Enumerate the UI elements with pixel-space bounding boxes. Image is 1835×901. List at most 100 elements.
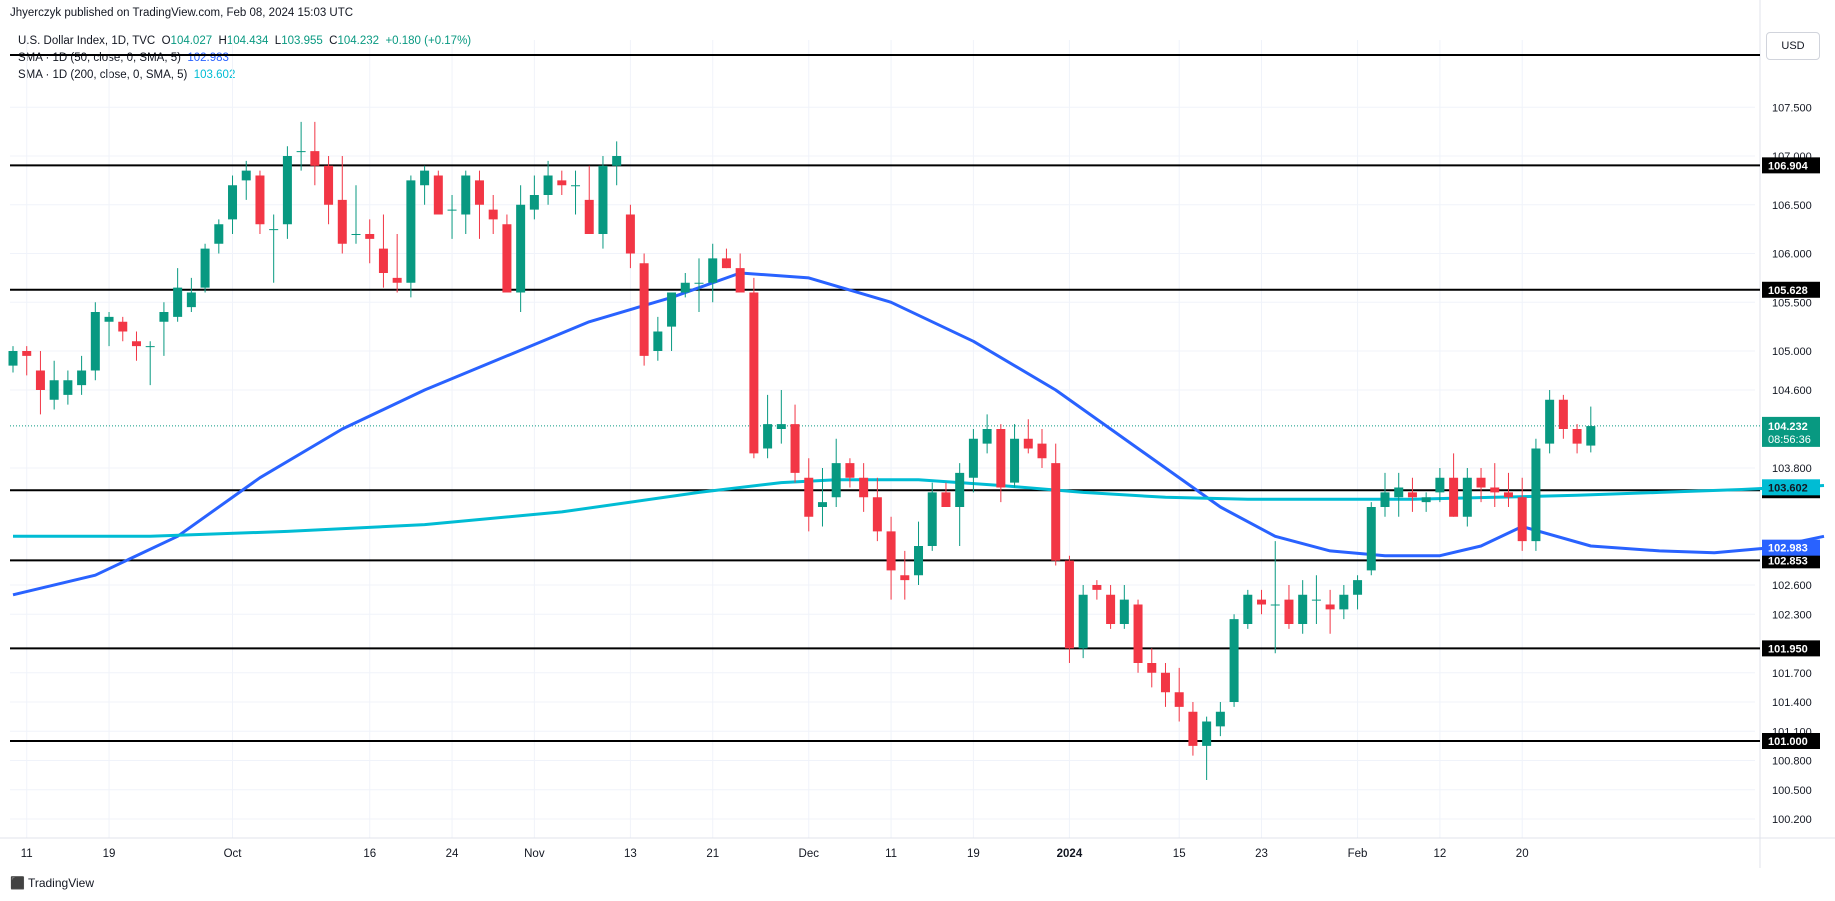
- candle-body: [749, 292, 759, 454]
- candle-body: [255, 175, 265, 225]
- open-label: O: [161, 35, 171, 47]
- x-tick-label: Oct: [224, 848, 243, 860]
- candle-body: [1092, 585, 1102, 590]
- candle-body: [1010, 438, 1020, 483]
- candle-body: [118, 321, 128, 332]
- symbol-name[interactable]: U.S. Dollar Index, 1D, TVC: [18, 35, 156, 47]
- level-price-tag-bg: [1762, 733, 1820, 749]
- candle-body: [1353, 580, 1363, 595]
- candle-body: [1558, 399, 1568, 429]
- candle-body: [831, 463, 841, 498]
- low-value: 103.955: [281, 35, 323, 47]
- candle-body: [433, 175, 443, 215]
- y-tick-label: 100.500: [1772, 785, 1812, 797]
- x-tick-label: 20: [1516, 848, 1529, 860]
- candle-body: [1462, 477, 1472, 517]
- level-price-tag: 106.904: [1768, 160, 1809, 172]
- candle-body: [516, 204, 526, 293]
- brand-footer[interactable]: ⬛ TradingView: [10, 876, 94, 890]
- candle-body: [351, 234, 361, 235]
- candle-body: [735, 268, 745, 293]
- candle-body: [680, 282, 690, 293]
- candle-body: [598, 165, 608, 234]
- y-tick-label: 100.800: [1772, 756, 1812, 768]
- candle-body: [653, 331, 663, 351]
- candle-body: [872, 497, 882, 532]
- level-price-tag-bg: [1762, 552, 1820, 569]
- candle-body: [1147, 663, 1157, 673]
- candle-body: [584, 199, 594, 234]
- level-price-tag: 102.853: [1768, 555, 1808, 567]
- candle-body: [1202, 721, 1212, 746]
- candle-body: [1023, 438, 1033, 449]
- candle-body: [1243, 594, 1253, 624]
- candle-body: [1174, 692, 1184, 707]
- candle-body: [900, 575, 910, 581]
- candle-body: [1188, 711, 1198, 746]
- candle-body: [1545, 399, 1555, 444]
- candle-body: [214, 224, 224, 244]
- sma50-line: [12, 271, 1825, 597]
- level-price-tag: 105.628: [1768, 285, 1808, 297]
- sma200-label: SMA · 1D (200, close, 0, SMA, 5): [18, 69, 188, 81]
- candle-body: [1215, 711, 1225, 727]
- candle-body: [461, 175, 471, 215]
- x-tick-label: Nov: [524, 848, 545, 860]
- candle-body: [914, 546, 924, 576]
- candle-body: [1257, 599, 1267, 605]
- candle-body: [1298, 594, 1308, 624]
- sma200-price-tag: 103.602: [1768, 482, 1808, 494]
- change-value: +0.180 (+0.17%): [385, 35, 472, 47]
- candle-body: [1394, 487, 1404, 498]
- y-tick-label: 101.700: [1772, 668, 1812, 680]
- candle-body: [378, 248, 388, 273]
- candle-body: [982, 429, 992, 444]
- candle-body: [145, 346, 155, 348]
- candle-body: [365, 234, 375, 239]
- candle-body: [1106, 594, 1116, 624]
- sma50-price-tag: 102.983: [1768, 543, 1808, 555]
- x-tick-label: 24: [446, 848, 459, 860]
- candle-body: [790, 424, 800, 473]
- y-tick-label: 101.400: [1772, 697, 1812, 709]
- candle-body: [708, 258, 718, 283]
- candle-body: [488, 209, 498, 220]
- x-tick-label: 19: [103, 848, 116, 860]
- candle-body: [817, 502, 827, 507]
- candle-body: [927, 492, 937, 546]
- candle-body: [1051, 463, 1061, 561]
- candle-body: [228, 185, 238, 220]
- candle-body: [1531, 448, 1541, 542]
- candle-body: [763, 424, 773, 449]
- candle-body: [1421, 497, 1431, 503]
- candle-body: [35, 370, 45, 390]
- candle-body: [63, 380, 73, 395]
- candle-body: [639, 263, 649, 356]
- candle-body: [502, 224, 512, 293]
- x-tick-label: 16: [363, 848, 376, 860]
- sma200-value: 103.602: [193, 69, 236, 81]
- sma50-price-tag-bg: [1762, 539, 1820, 556]
- candle-body: [282, 156, 292, 225]
- candle-body: [625, 214, 635, 254]
- candle-body: [1325, 604, 1335, 610]
- y-tick-label: 100.200: [1772, 814, 1812, 826]
- level-price-tag: 101.950: [1768, 643, 1808, 655]
- candle-body: [1229, 619, 1239, 702]
- candle-body: [420, 170, 430, 186]
- sma200-legend[interactable]: SMA · 1D (200, close, 0, SMA, 5) 103.602: [18, 69, 235, 81]
- candle-body: [1284, 599, 1294, 624]
- y-tick-label: 102.600: [1772, 580, 1812, 592]
- candle-body: [1572, 429, 1582, 444]
- candle-body: [186, 292, 196, 308]
- candle-body: [859, 477, 869, 498]
- currency-button[interactable]: USD: [1766, 32, 1820, 60]
- candle-body: [886, 531, 896, 571]
- x-tick-label: 21: [706, 848, 719, 860]
- open-value: 104.027: [170, 35, 213, 47]
- candle-body: [968, 438, 978, 478]
- x-tick-label: 11: [21, 848, 33, 860]
- price-chart[interactable]: 107.500107.000106.500106.000105.500105.0…: [0, 0, 1835, 870]
- candle-body: [667, 292, 677, 327]
- y-tick-label: 105.000: [1772, 346, 1812, 358]
